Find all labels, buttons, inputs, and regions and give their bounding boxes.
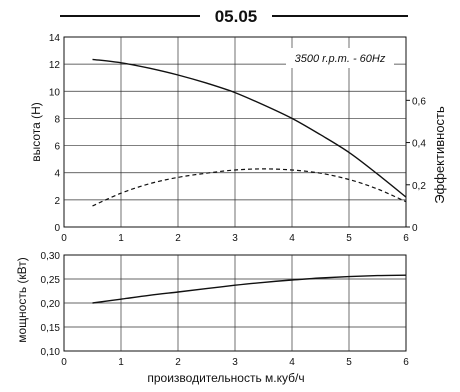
efficiency-axis-label: Эффективность — [432, 106, 447, 204]
x-tick-label: 6 — [403, 357, 409, 368]
right-tick-label: 0,4 — [412, 139, 426, 150]
x-tick-label: 1 — [118, 357, 124, 368]
head-curve-line — [92, 58, 407, 198]
right-tick-label: 0 — [412, 223, 418, 234]
y-tick-label: 0 — [54, 223, 60, 234]
head-grid — [64, 37, 406, 227]
y-tick-label: 6 — [54, 142, 60, 153]
power-panel: 0 1 2 3 4 5 6 0,10 0,15 0,20 0,25 0,30 мощность (кВ… — [15, 251, 409, 385]
x-tick-label: 1 — [118, 233, 124, 244]
power-tick-labels: 0 1 2 3 4 5 6 0,10 0,15 0,20 0,25 0,30 — [41, 251, 410, 368]
y-tick-label: 0,25 — [41, 275, 61, 286]
power-axis-label: мощность (кВт) — [15, 257, 29, 343]
annotation-box — [286, 48, 394, 68]
y-tick-label: 0,30 — [41, 251, 61, 262]
y-tick-label: 12 — [49, 60, 61, 71]
x-tick-label: 3 — [232, 233, 238, 244]
x-tick-label: 2 — [175, 233, 181, 244]
power-curve-line — [92, 274, 407, 304]
right-tick-label: 0,6 — [412, 96, 426, 107]
y-tick-label: 0,15 — [41, 323, 61, 334]
x-tick-label: 4 — [289, 233, 295, 244]
power-series-group — [92, 274, 407, 304]
power-grid — [64, 255, 406, 351]
y-tick-label: 14 — [49, 33, 61, 44]
x-tick-label: 4 — [289, 357, 295, 368]
head-series-group — [92, 58, 407, 207]
y-tick-label: 10 — [49, 87, 61, 98]
x-tick-label: 5 — [346, 357, 352, 368]
x-tick-label: 5 — [346, 233, 352, 244]
y-tick-label: 8 — [54, 114, 60, 125]
chart-title: 05.05 — [215, 7, 258, 26]
x-tick-label: 6 — [403, 233, 409, 244]
x-tick-label: 0 — [61, 357, 67, 368]
efficiency-curve-line — [92, 168, 407, 207]
speed-annotation: 3500 r.p.m. - 60Hz — [295, 53, 386, 65]
y-tick-label: 4 — [54, 169, 60, 180]
y-tick-label: 2 — [54, 196, 60, 207]
head-axis-label: высота (Н) — [29, 102, 43, 162]
y-tick-label: 0,20 — [41, 299, 61, 310]
y-tick-label: 0,10 — [41, 347, 61, 358]
right-tick-label: 0,2 — [412, 181, 426, 192]
x-tick-label: 3 — [232, 357, 238, 368]
flow-axis-label: производительность м.куб/ч — [147, 371, 304, 385]
x-tick-label: 0 — [61, 233, 67, 244]
x-tick-label: 2 — [175, 357, 181, 368]
